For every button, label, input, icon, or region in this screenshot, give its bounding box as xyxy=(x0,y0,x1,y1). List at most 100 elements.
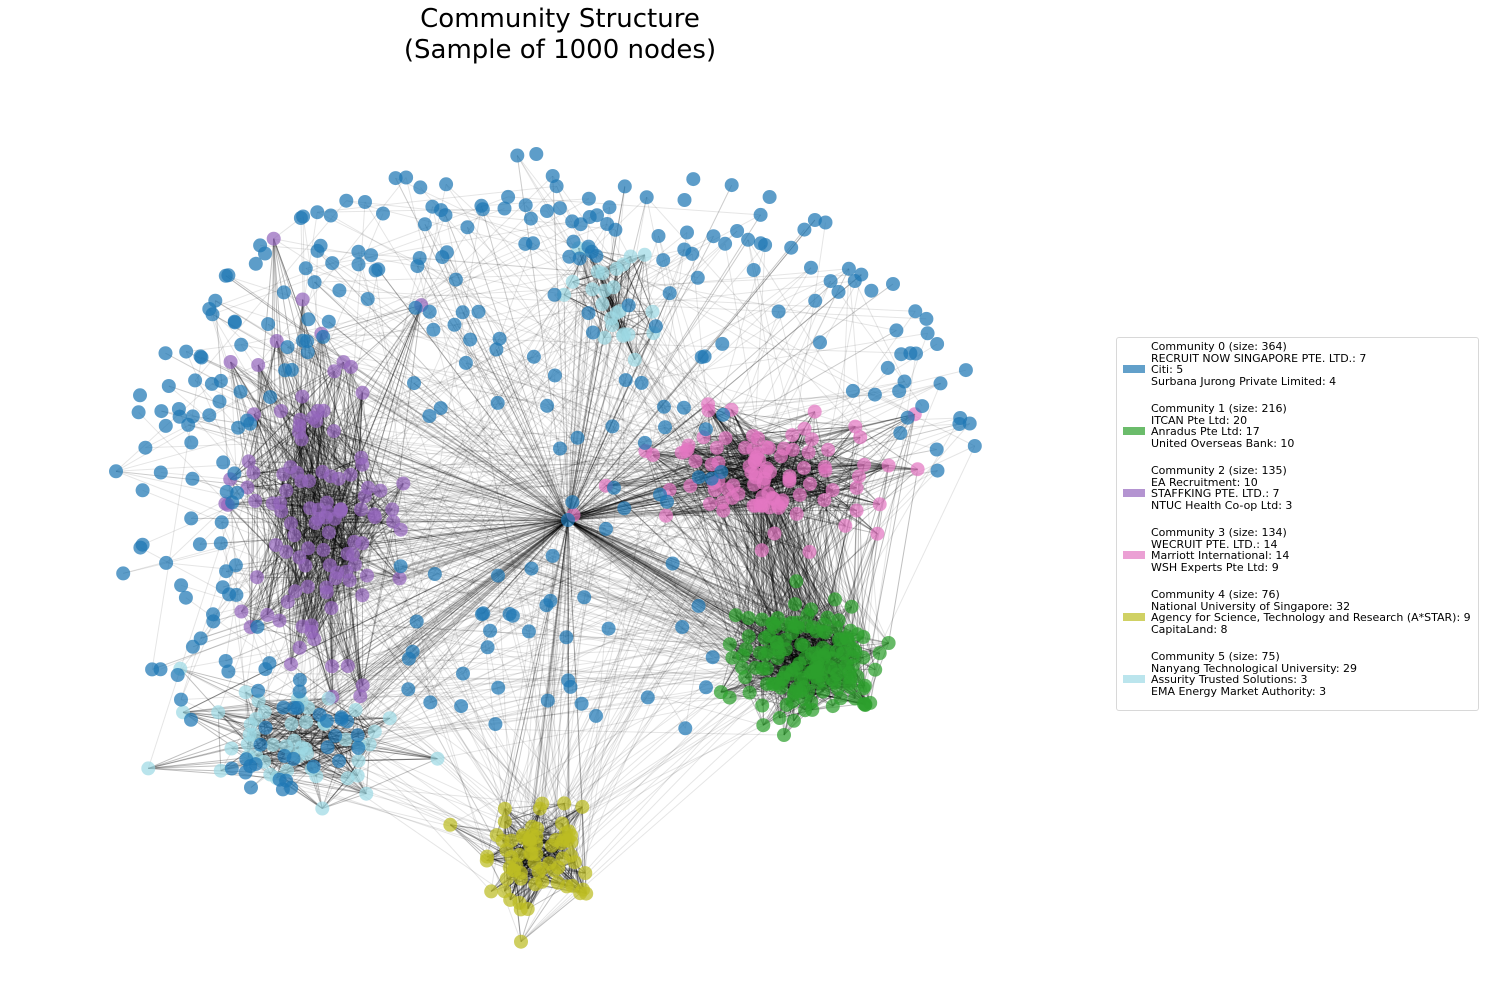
node-community-0 xyxy=(233,384,248,399)
edge xyxy=(301,396,351,581)
node-community-0 xyxy=(686,172,701,187)
node-community-0 xyxy=(607,480,621,495)
node-community-5 xyxy=(565,274,580,289)
node-community-0 xyxy=(662,286,677,301)
node-community-0 xyxy=(212,394,227,409)
edge xyxy=(328,521,394,534)
node-community-2 xyxy=(368,510,382,525)
node-community-2 xyxy=(327,511,342,526)
node-community-3 xyxy=(785,442,800,457)
node-community-0 xyxy=(845,383,860,398)
edge xyxy=(299,410,324,648)
node-community-1 xyxy=(828,592,842,607)
edge xyxy=(308,541,355,549)
node-community-5 xyxy=(141,761,156,776)
edge xyxy=(250,417,314,628)
edge xyxy=(781,428,805,504)
legend-line: Anradus Pte Ltd: 17 xyxy=(1151,425,1260,438)
node-community-0 xyxy=(694,350,709,365)
node-community-3 xyxy=(789,506,804,521)
node-community-0 xyxy=(401,682,416,697)
node-community-2 xyxy=(279,483,294,498)
edge xyxy=(353,509,393,543)
node-community-0 xyxy=(502,607,517,621)
node-community-0 xyxy=(202,302,217,316)
node-community-0 xyxy=(261,317,276,332)
node-community-0 xyxy=(808,293,823,308)
edge xyxy=(326,431,335,503)
node-community-0 xyxy=(618,373,633,388)
edge xyxy=(309,417,314,509)
node-community-3 xyxy=(767,526,782,541)
edge xyxy=(308,480,365,497)
edge xyxy=(294,432,300,592)
node-community-3 xyxy=(910,462,925,477)
edge xyxy=(824,465,889,468)
node-community-0 xyxy=(153,465,168,480)
network-graph xyxy=(109,147,982,949)
edge xyxy=(333,371,381,491)
node-community-2 xyxy=(234,604,249,619)
node-community-4 xyxy=(502,860,517,875)
legend-line: Community 1 (size: 216) xyxy=(1151,402,1287,415)
node-community-0 xyxy=(218,654,233,668)
edge xyxy=(230,361,298,474)
node-community-0 xyxy=(574,696,589,711)
node-community-1 xyxy=(761,644,775,659)
node-community-1 xyxy=(789,574,804,589)
node-community-0 xyxy=(109,464,123,479)
edge xyxy=(266,238,275,615)
node-community-5 xyxy=(238,685,253,700)
edge xyxy=(287,577,400,603)
node-community-3 xyxy=(881,458,896,473)
edge xyxy=(869,653,881,703)
chart-title: Community Structure (Sample of 1000 node… xyxy=(403,4,717,65)
node-community-3 xyxy=(709,440,724,455)
node-community-3 xyxy=(870,526,885,541)
edge xyxy=(652,453,758,456)
edge xyxy=(796,465,889,515)
node-community-0 xyxy=(685,246,700,261)
node-community-2 xyxy=(319,585,334,600)
node-community-2 xyxy=(307,632,322,647)
legend-line: Agency for Science, Technology and Resea… xyxy=(1151,611,1471,624)
node-community-3 xyxy=(821,442,836,457)
node-community-2 xyxy=(287,528,302,543)
node-community-2 xyxy=(260,607,275,622)
edge xyxy=(785,638,841,641)
node-community-0 xyxy=(364,248,379,263)
node-community-4 xyxy=(578,866,593,881)
node-community-4 xyxy=(443,817,458,832)
node-community-1 xyxy=(778,665,793,680)
edge xyxy=(294,495,366,592)
node-community-0 xyxy=(422,304,437,319)
edge xyxy=(645,450,757,458)
edge xyxy=(230,478,375,515)
node-community-1 xyxy=(742,685,757,700)
node-community-0 xyxy=(488,717,503,732)
edge xyxy=(253,413,300,433)
node-community-0 xyxy=(300,334,315,349)
edge xyxy=(298,432,304,627)
node-community-1 xyxy=(788,597,802,612)
node-community-4 xyxy=(535,861,549,876)
node-community-4 xyxy=(514,934,528,949)
node-community-0 xyxy=(561,673,576,688)
node-community-2 xyxy=(279,544,294,559)
node-community-0 xyxy=(350,728,365,743)
node-community-2 xyxy=(354,450,369,465)
edge xyxy=(281,510,400,579)
edge xyxy=(230,361,351,476)
edge xyxy=(272,503,333,697)
node-community-0 xyxy=(161,379,176,393)
node-community-4 xyxy=(535,874,550,889)
node-community-0 xyxy=(524,561,539,576)
edge xyxy=(290,663,333,698)
node-community-1 xyxy=(818,625,833,640)
edge xyxy=(781,489,833,504)
edge xyxy=(227,504,280,621)
node-community-0 xyxy=(539,598,554,613)
edge xyxy=(252,472,277,546)
edge xyxy=(290,299,304,468)
node-community-0 xyxy=(706,229,721,244)
